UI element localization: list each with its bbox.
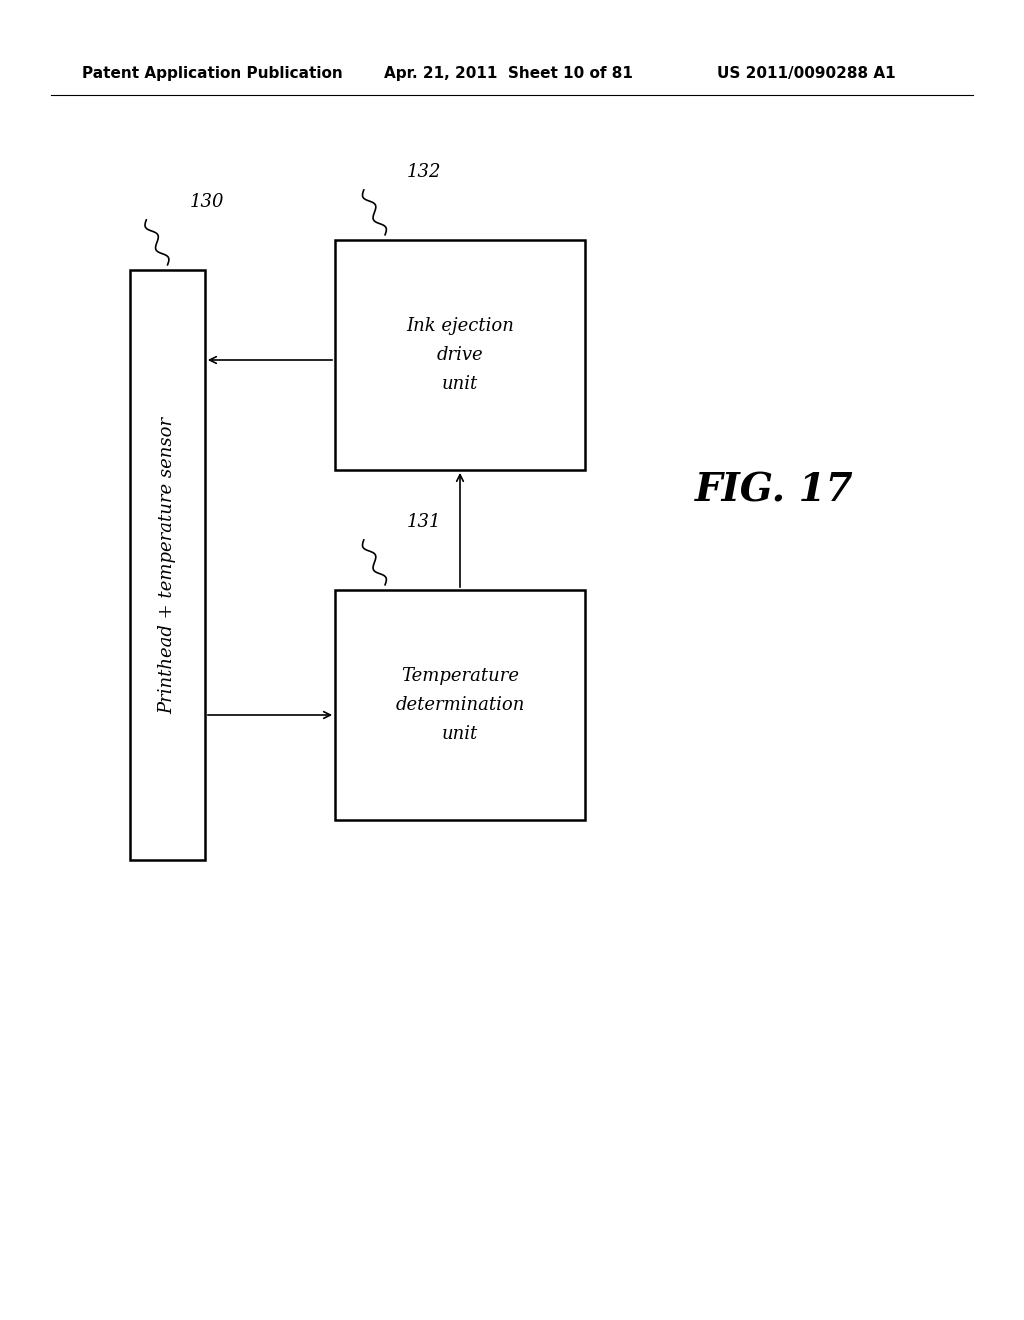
Text: 132: 132 (407, 162, 441, 181)
Bar (335, 590, 585, 820)
Bar (130, 271, 205, 861)
Text: Patent Application Publication: Patent Application Publication (82, 66, 343, 81)
Text: Temperature
determination
unit: Temperature determination unit (395, 667, 524, 743)
Text: 130: 130 (189, 193, 224, 211)
Text: FIG. 17: FIG. 17 (695, 471, 854, 510)
Text: US 2011/0090288 A1: US 2011/0090288 A1 (717, 66, 895, 81)
Text: 131: 131 (407, 513, 441, 531)
Text: Ink ejection
drive
unit: Ink ejection drive unit (407, 317, 514, 393)
Bar (335, 240, 585, 470)
Text: Printhead + temperature sensor: Printhead + temperature sensor (159, 416, 176, 714)
Text: Apr. 21, 2011  Sheet 10 of 81: Apr. 21, 2011 Sheet 10 of 81 (384, 66, 633, 81)
